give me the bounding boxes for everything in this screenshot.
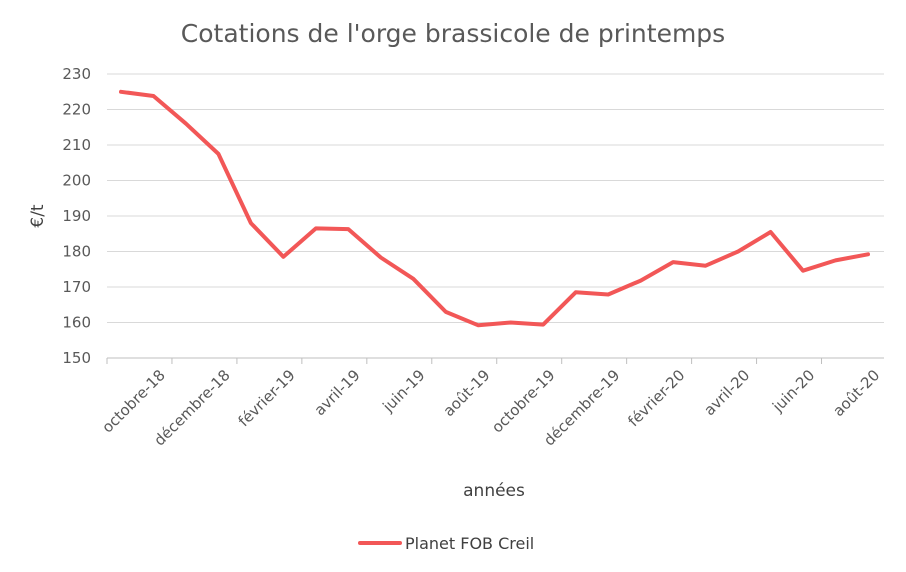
y-tick-label: 190 bbox=[62, 207, 91, 225]
x-axis bbox=[106, 357, 884, 364]
chart-title: Cotations de l'orge brassicole de printe… bbox=[181, 19, 725, 48]
x-tick-label: août-19 bbox=[440, 366, 494, 420]
x-tick-label: juin-19 bbox=[379, 366, 429, 416]
x-tick-label: juin-20 bbox=[768, 366, 818, 416]
series-line-planet-fob-creil bbox=[119, 89, 870, 328]
y-tick-label: 170 bbox=[62, 278, 91, 296]
legend-label: Planet FOB Creil bbox=[405, 534, 534, 553]
y-tick-label: 160 bbox=[62, 314, 91, 332]
y-tick-label: 200 bbox=[62, 172, 91, 190]
y-tick-label: 220 bbox=[62, 101, 91, 119]
legend: Planet FOB Creil bbox=[358, 534, 534, 553]
x-tick-label: octobre-18 bbox=[98, 366, 168, 436]
x-tick-label: avril-19 bbox=[311, 366, 364, 419]
x-tick-label: avril-20 bbox=[700, 366, 753, 419]
gridlines bbox=[107, 73, 884, 323]
y-tick-label: 210 bbox=[62, 136, 91, 154]
y-tick-label: 230 bbox=[62, 65, 91, 83]
x-tick-label: février-19 bbox=[235, 366, 299, 430]
y-axis-title: €/t bbox=[28, 204, 48, 228]
series-layer bbox=[119, 89, 870, 328]
x-axis-title: années bbox=[463, 481, 525, 501]
x-tick-label: octobre-19 bbox=[488, 366, 558, 436]
y-tick-label: 180 bbox=[62, 243, 91, 261]
x-tick-label: février-20 bbox=[624, 366, 688, 430]
y-tick-label: 150 bbox=[62, 349, 91, 367]
x-tick-label: août-20 bbox=[829, 366, 883, 420]
y-axis: 150 160 170 180 190 200 210 220 230 bbox=[62, 65, 91, 367]
